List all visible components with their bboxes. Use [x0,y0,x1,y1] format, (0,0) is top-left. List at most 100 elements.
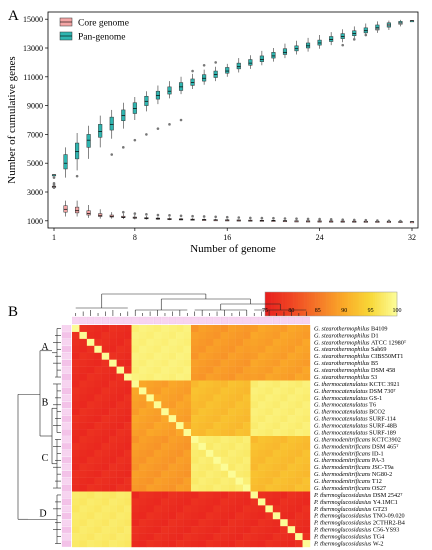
heat-cell [257,470,266,478]
row-annotation [61,443,72,450]
row-annotation [61,394,72,402]
series-1 [51,19,415,187]
strain-label: G. thermocatenulatus SURF-48B [314,423,397,430]
heat-cell [220,387,229,395]
heat-cell [287,422,296,430]
heat-cell [131,456,140,464]
heat-cell [287,505,296,513]
heat-cell [101,325,110,333]
heat-cell [272,429,281,437]
heat-cell [101,470,110,478]
heat-cell [138,470,147,478]
heat-cell [205,533,214,541]
outlier-point [364,33,368,37]
box [363,27,368,34]
heat-cell [228,491,236,499]
heat-cell [220,415,229,423]
heat-cell [101,498,110,506]
heat-cell [79,387,88,395]
heat-cell [205,331,214,340]
heat-cell [243,470,251,478]
heat-cell [250,512,259,520]
heat-cell [235,331,244,340]
heat-cell [131,470,140,478]
heat-cell [153,470,162,478]
heat-cell [265,540,274,548]
heat-cell [198,422,207,430]
heat-cell [168,463,177,471]
heat-cell [153,325,162,333]
heat-cell [109,484,117,492]
box [236,62,241,70]
heat-cell [79,422,88,430]
heat-cell [302,422,311,430]
strain-id: GT23 [373,506,387,513]
strain-label: G. thermodenitrificans JSC-T9a [314,464,394,471]
heat-cell [176,429,184,437]
heat-cell [72,512,80,520]
strain-label: P. thermoglucosidasius 2CTHR2-B4 [313,520,405,527]
heat-cell [101,408,110,416]
heat-cell [153,380,162,388]
heat-cell [72,442,80,451]
heat-cell [191,331,199,340]
heat-cell [153,442,162,451]
heat-cell [243,491,251,499]
heat-cell [220,449,229,458]
box [190,78,195,86]
heat-cell [138,373,147,381]
heat-cell [243,456,251,464]
strain-label: G. stearothermophilus B4109 [314,325,388,332]
heat-cell [131,519,140,527]
left-dendrogram [17,328,61,544]
heat-cell [153,394,162,402]
heat-cell [183,359,192,367]
strain-label: G. thermodenitrificans KCTC3902 [314,436,401,443]
heat-cell [109,366,117,374]
heat-cell [116,331,125,340]
heat-cell [191,540,199,548]
heat-cell [94,325,102,333]
heat-cell [101,387,110,395]
heat-cell [198,373,207,381]
heat-cell [176,359,184,367]
heat-cell [295,449,303,458]
heat-cell [287,477,296,485]
heat-cell [116,491,125,499]
heat-cell [220,422,229,430]
heat-cell [94,331,102,340]
row-annotation-bar [61,316,310,547]
heat-cell [138,505,147,513]
heat-cell [280,387,288,395]
heat-cell [191,470,199,478]
heat-cell [191,484,199,492]
heat-cell [235,533,244,541]
heat-cell [205,505,214,513]
heat-cell [280,345,288,353]
heat-cell [228,394,236,402]
heat-cell [131,345,140,353]
strain-label: G. stearothermophilus 53 [314,374,377,381]
heat-cell [168,359,177,367]
heat-cell [101,352,110,360]
heat-cell [101,484,110,492]
heat-cell [280,338,288,347]
heat-cell [94,352,102,360]
heat-cell [205,422,214,430]
heat-cell [79,359,88,367]
col-annotation [250,316,258,325]
heat-cell [116,338,125,347]
outlier-point [249,216,252,220]
col-annotation [72,316,80,325]
col-annotation [243,316,251,325]
heat-cell [109,498,117,506]
heat-cell [265,456,274,464]
heat-cell [213,456,221,464]
outlier-point [341,218,345,221]
heat-cell [72,380,80,388]
heat-cell [265,463,274,471]
heat-cell [161,526,169,534]
box [329,36,334,42]
heat-cell [265,380,274,388]
heat-cell [138,429,147,437]
